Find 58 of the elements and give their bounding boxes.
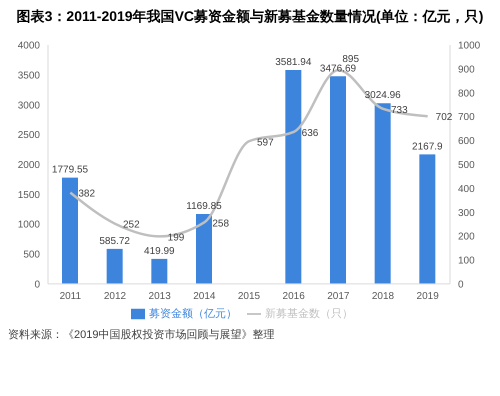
data-label: 252: [123, 220, 140, 231]
legend-label: 新募基金数（只）: [265, 308, 353, 320]
x-tick-label: 2017: [327, 291, 350, 302]
data-label: 702: [436, 112, 453, 124]
data-label: 1779.55: [52, 164, 89, 176]
data-label: 1169.85: [186, 201, 222, 212]
x-tick-label: 2019: [416, 291, 440, 302]
y-tick-label: 3000: [18, 100, 40, 112]
y2-tick-label: 900: [458, 64, 476, 76]
data-label: 636: [302, 128, 319, 139]
x-tick-label: 2015: [238, 291, 261, 302]
x-tick-label: 2011: [60, 291, 82, 302]
y-tick-label: 4000: [18, 40, 40, 52]
bar: [106, 248, 123, 284]
text: 资料来源：《2019中国股权投资市场回顾与展望》整理: [8, 328, 276, 342]
data-label: 382: [78, 188, 96, 200]
y2-tick-label: 100: [458, 256, 476, 267]
data-label: 3581.94: [275, 56, 312, 68]
data-label: 733: [391, 104, 408, 116]
y2-tick-label: 200: [458, 232, 476, 243]
bar: [62, 178, 78, 284]
y2-tick-label: 400: [458, 184, 476, 195]
x-tick-label: 2012: [104, 291, 127, 302]
data-label: 3024.96: [364, 90, 402, 102]
y-tick-label: 1500: [18, 190, 40, 201]
bar: [151, 258, 168, 284]
data-label: 3476.69: [320, 63, 357, 74]
y2-tick-label: 0: [458, 279, 464, 290]
data-label: 199: [168, 232, 185, 244]
bar: [330, 76, 346, 284]
y2-tick-label: 700: [458, 112, 476, 124]
bar: [285, 70, 302, 284]
data-label: 597: [257, 137, 274, 148]
y2-tick-label: 800: [458, 88, 476, 100]
bar: [419, 154, 436, 284]
x-tick-label: 2013: [148, 291, 172, 302]
y-tick-label: 1000: [18, 220, 40, 231]
legend-label: 募资金额（亿元）: [149, 308, 237, 320]
y-tick-label: 0: [34, 279, 40, 290]
data-label: 585.72: [99, 236, 130, 247]
y-tick-label: 2500: [18, 130, 40, 142]
data-label: 2167.9: [412, 141, 444, 152]
y-tick-label: 3500: [18, 70, 40, 82]
y2-tick-label: 500: [458, 160, 476, 172]
data-label: 419.99: [144, 246, 176, 257]
y2-tick-label: 600: [458, 136, 476, 148]
x-tick-label: 2016: [282, 291, 306, 302]
y-tick-label: 2000: [18, 160, 40, 172]
y2-tick-label: 1000: [458, 40, 481, 52]
x-tick-label: 2014: [193, 291, 216, 302]
y2-tick-label: 300: [458, 208, 476, 219]
chart-title: 图表3：2011-2019年我国VC募资金额与新募基金数量情况(单位：亿元，只): [16, 8, 484, 25]
data-label: 258: [212, 218, 230, 230]
bar: [374, 103, 391, 284]
bar: [196, 214, 212, 284]
data-label: 895: [342, 54, 360, 66]
x-tick-label: 2018: [372, 291, 395, 302]
y-tick-label: 500: [23, 250, 40, 261]
